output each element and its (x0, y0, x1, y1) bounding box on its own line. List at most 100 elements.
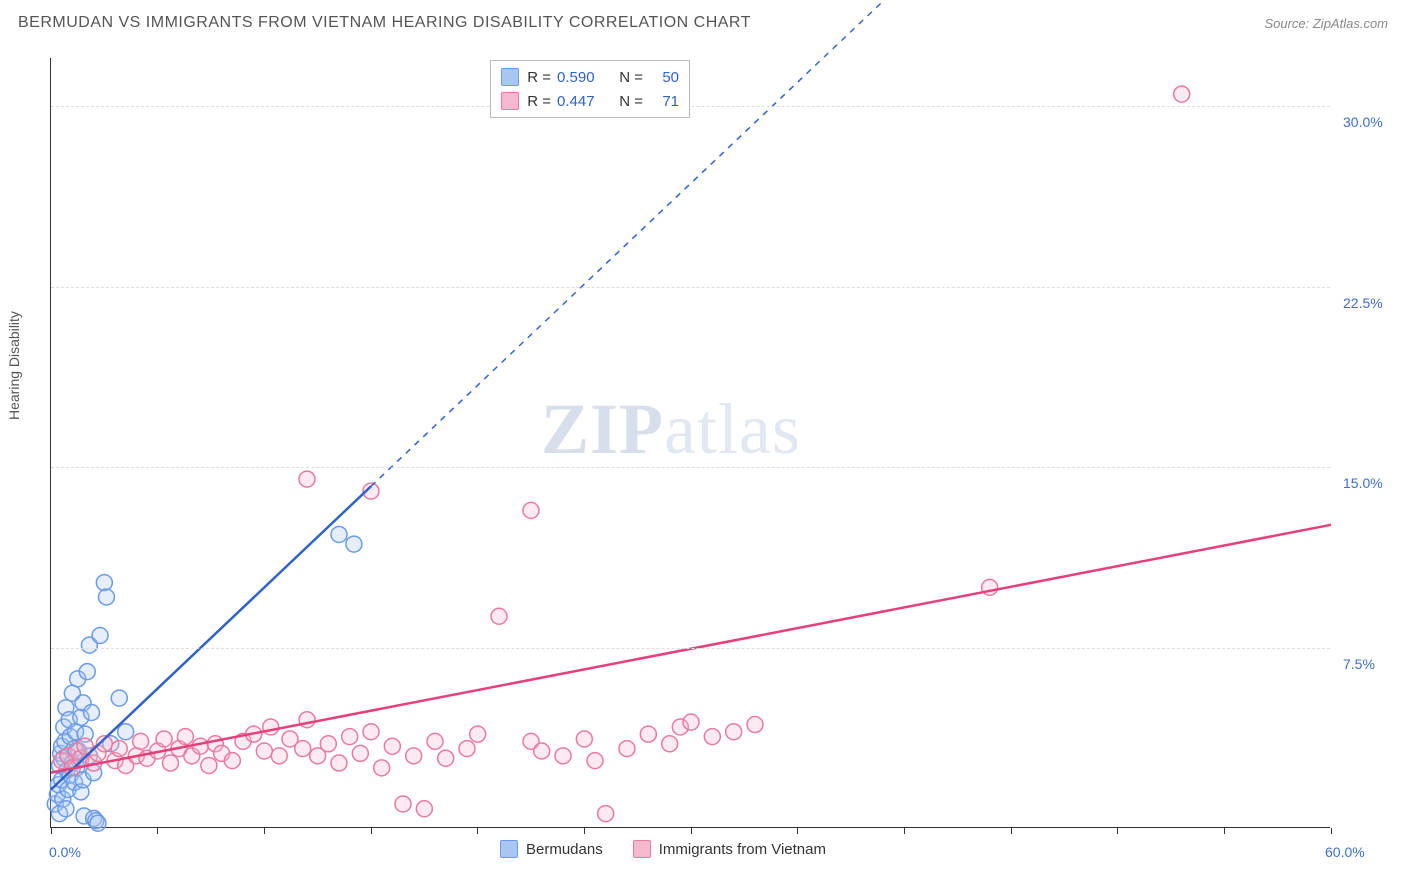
x-origin-label: 0.0% (49, 844, 81, 860)
x-tick (157, 828, 158, 834)
plot-area: ZIPatlas 7.5%15.0%22.5%30.0%0.0%60.0% (50, 58, 1330, 828)
scatter-point (320, 736, 336, 752)
n-label: N = (617, 93, 643, 110)
scatter-point (192, 738, 208, 754)
scatter-point (747, 717, 763, 733)
scatter-point (331, 755, 347, 771)
r-label: R = (525, 93, 551, 110)
scatter-point (384, 738, 400, 754)
legend-stats: R = 0.590 N = 50 R = 0.447 N = 71 (490, 60, 690, 118)
x-tick (691, 828, 692, 834)
plot-svg (51, 58, 1330, 827)
x-tick (904, 828, 905, 834)
scatter-point (79, 664, 95, 680)
chart-title: BERMUDAN VS IMMIGRANTS FROM VIETNAM HEAR… (18, 14, 751, 32)
x-tick (1224, 828, 1225, 834)
x-tick (1117, 828, 1118, 834)
scatter-point (598, 806, 614, 822)
y-tick-label: 30.0% (1343, 114, 1383, 130)
legend-series-item: Bermudans (500, 840, 603, 858)
scatter-point (726, 724, 742, 740)
scatter-point (534, 743, 550, 759)
scatter-point (704, 729, 720, 745)
legend-series-item: Immigrants from Vietnam (633, 840, 826, 858)
scatter-point (58, 801, 74, 817)
x-tick (1331, 828, 1332, 834)
legend-swatch (633, 840, 651, 858)
r-value: 0.590 (557, 69, 611, 86)
scatter-point (111, 741, 127, 757)
x-tick (797, 828, 798, 834)
source-label: Source: ZipAtlas.com (1264, 16, 1388, 31)
r-value: 0.447 (557, 93, 611, 110)
scatter-point (427, 733, 443, 749)
y-axis-label: Hearing Disability (6, 311, 22, 420)
legend-series: Bermudans Immigrants from Vietnam (500, 840, 826, 858)
scatter-point (523, 502, 539, 518)
x-max-label: 60.0% (1325, 844, 1365, 860)
legend-label: Immigrants from Vietnam (659, 841, 826, 858)
scatter-point (438, 750, 454, 766)
scatter-point (177, 729, 193, 745)
scatter-point (346, 536, 362, 552)
scatter-point (587, 753, 603, 769)
scatter-point (342, 729, 358, 745)
scatter-point (96, 575, 112, 591)
title-bar: BERMUDAN VS IMMIGRANTS FROM VIETNAM HEAR… (0, 0, 1406, 40)
scatter-point (576, 731, 592, 747)
n-label: N = (617, 69, 643, 86)
scatter-point (271, 748, 287, 764)
x-tick (477, 828, 478, 834)
scatter-point (662, 736, 678, 752)
scatter-point (118, 724, 134, 740)
scatter-point (374, 760, 390, 776)
scatter-point (395, 796, 411, 812)
gridline (51, 287, 1330, 288)
scatter-point (363, 724, 379, 740)
x-tick (584, 828, 585, 834)
legend-label: Bermudans (526, 841, 603, 858)
trend-line (51, 525, 1331, 773)
scatter-point (162, 755, 178, 771)
y-tick-label: 15.0% (1343, 475, 1383, 491)
x-tick (51, 828, 52, 834)
scatter-point (111, 690, 127, 706)
scatter-point (416, 801, 432, 817)
scatter-point (299, 471, 315, 487)
scatter-point (263, 719, 279, 735)
scatter-point (352, 745, 368, 761)
scatter-point (224, 753, 240, 769)
legend-swatch (500, 840, 518, 858)
scatter-point (84, 705, 100, 721)
legend-swatch (501, 68, 519, 86)
gridline (51, 648, 1330, 649)
y-tick-label: 7.5% (1343, 656, 1375, 672)
scatter-point (92, 628, 108, 644)
scatter-point (640, 726, 656, 742)
scatter-point (98, 589, 114, 605)
gridline (51, 467, 1330, 468)
scatter-point (459, 741, 475, 757)
scatter-point (133, 733, 149, 749)
n-value: 71 (649, 93, 679, 110)
legend-stats-row: R = 0.447 N = 71 (501, 89, 679, 113)
scatter-point (295, 741, 311, 757)
legend-stats-row: R =0.590N =50 (501, 65, 679, 89)
scatter-point (406, 748, 422, 764)
scatter-point (683, 714, 699, 730)
gridline (51, 106, 1330, 107)
x-tick (264, 828, 265, 834)
scatter-point (90, 815, 106, 831)
scatter-point (331, 526, 347, 542)
scatter-point (201, 757, 217, 773)
scatter-point (619, 741, 635, 757)
scatter-point (555, 748, 571, 764)
scatter-point (491, 608, 507, 624)
n-value: 50 (649, 69, 679, 86)
x-tick (371, 828, 372, 834)
x-tick (1011, 828, 1012, 834)
scatter-point (256, 743, 272, 759)
scatter-point (156, 731, 172, 747)
y-tick-label: 22.5% (1343, 295, 1383, 311)
scatter-point (1174, 86, 1190, 102)
